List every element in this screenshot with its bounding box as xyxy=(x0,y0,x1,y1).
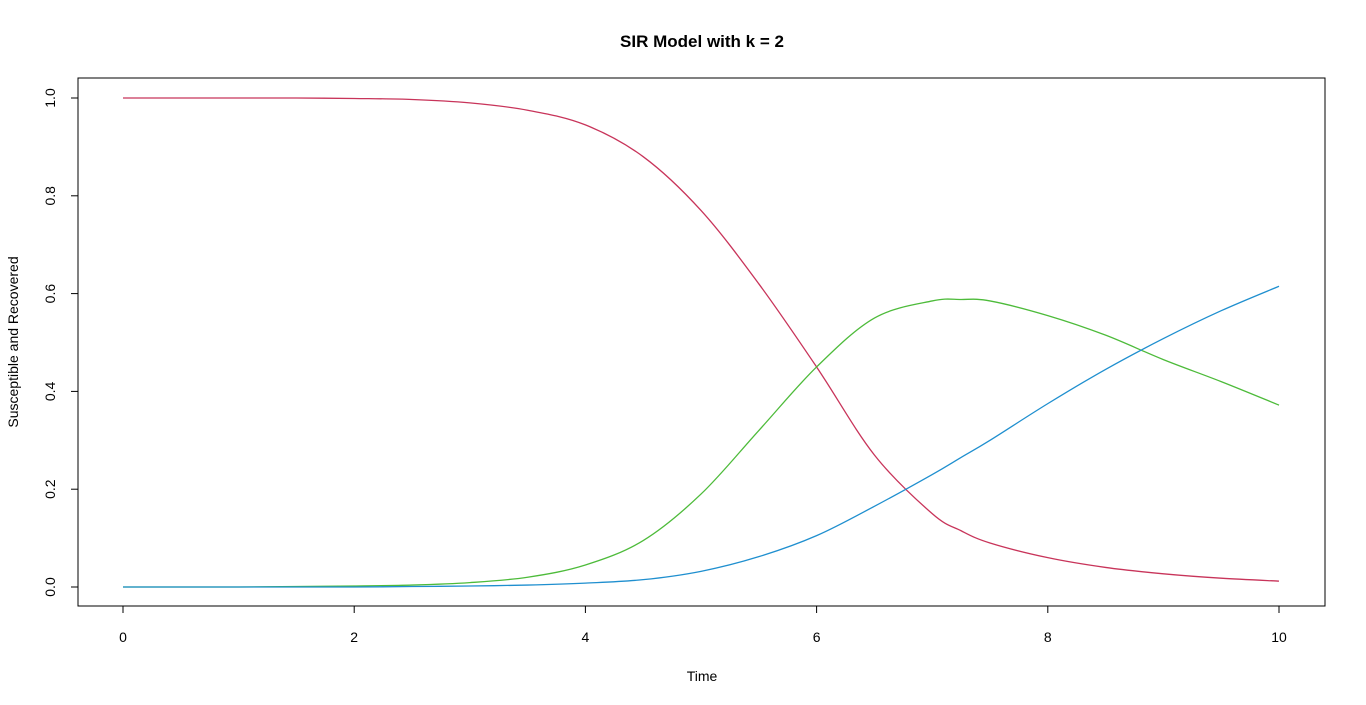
y-tick-label: 0.6 xyxy=(42,284,58,304)
y-tick-label: 0.4 xyxy=(42,381,58,401)
x-axis-label: Time xyxy=(687,668,718,684)
x-tick-label: 0 xyxy=(119,629,127,645)
chart-title: SIR Model with k = 2 xyxy=(620,32,784,51)
y-axis-label: Susceptible and Recovered xyxy=(5,256,21,427)
plot-frame xyxy=(77,77,1326,607)
series-line-3 xyxy=(123,285,1280,588)
x-tick-label: 4 xyxy=(582,629,590,645)
y-tick-label: 1.0 xyxy=(42,88,58,108)
x-tick-label: 8 xyxy=(1044,629,1052,645)
y-tick-label: 0.8 xyxy=(42,186,58,206)
x-tick-label: 6 xyxy=(813,629,821,645)
series-line-2 xyxy=(123,298,1280,588)
x-tick-label: 2 xyxy=(350,629,358,645)
series-line-1 xyxy=(123,97,1280,582)
x-axis: 0 2 4 6 8 10 xyxy=(119,606,1287,645)
x-tick-label: 10 xyxy=(1271,629,1287,645)
series-lines xyxy=(123,97,1280,588)
y-tick-label: 0.0 xyxy=(42,577,58,597)
y-tick-label: 0.2 xyxy=(42,479,58,499)
y-axis: 0.0 0.2 0.4 0.6 0.8 1.0 xyxy=(42,88,78,597)
